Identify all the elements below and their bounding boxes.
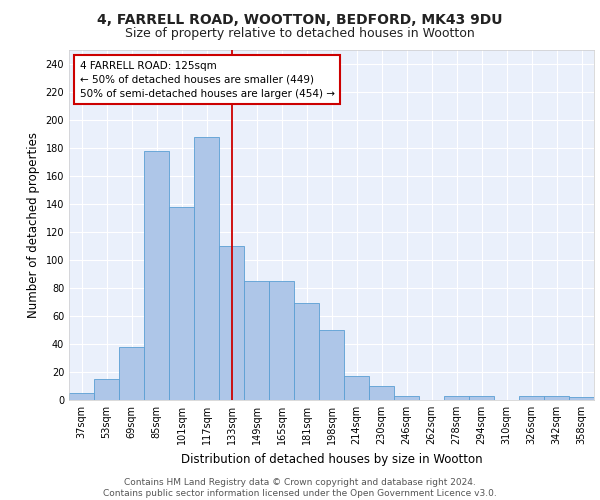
Text: 4 FARRELL ROAD: 125sqm
← 50% of detached houses are smaller (449)
50% of semi-de: 4 FARRELL ROAD: 125sqm ← 50% of detached… [79,60,335,98]
Bar [69,393,94,400]
Bar [394,396,419,400]
Text: 4, FARRELL ROAD, WOOTTON, BEDFORD, MK43 9DU: 4, FARRELL ROAD, WOOTTON, BEDFORD, MK43 … [97,12,503,26]
Bar [169,207,194,400]
Bar [369,386,394,400]
Bar [269,281,294,400]
Bar [519,396,544,400]
Bar [219,246,244,400]
Bar [144,151,169,400]
Text: Contains HM Land Registry data © Crown copyright and database right 2024.
Contai: Contains HM Land Registry data © Crown c… [103,478,497,498]
Bar [94,379,119,400]
Bar [444,396,469,400]
Bar [244,281,269,400]
Bar [469,396,494,400]
Bar [569,397,594,400]
Y-axis label: Number of detached properties: Number of detached properties [27,132,40,318]
Bar [194,137,219,400]
Bar [544,396,569,400]
Bar [294,304,319,400]
Bar [319,330,344,400]
Bar [119,347,144,400]
X-axis label: Distribution of detached houses by size in Wootton: Distribution of detached houses by size … [181,452,482,466]
Bar [344,376,369,400]
Text: Size of property relative to detached houses in Wootton: Size of property relative to detached ho… [125,28,475,40]
